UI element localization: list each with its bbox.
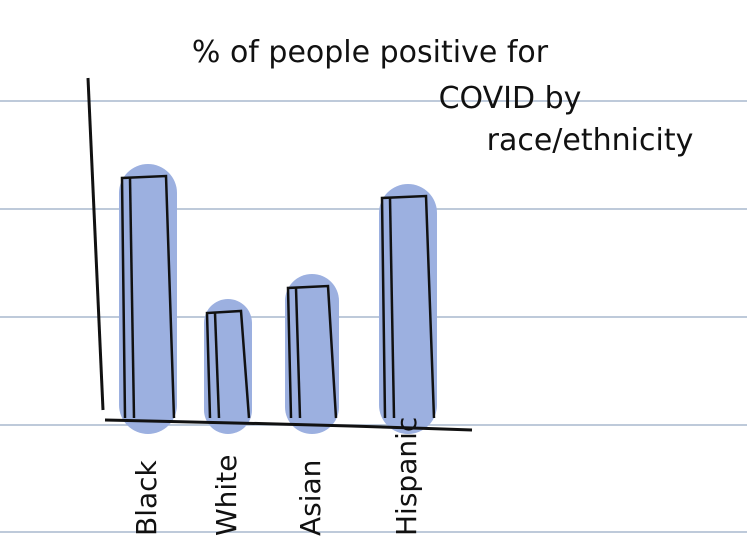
bar-highlight bbox=[379, 184, 437, 434]
bar-inner bbox=[213, 312, 221, 419]
bar bbox=[380, 194, 436, 419]
bar bbox=[286, 284, 338, 419]
x-axis bbox=[104, 418, 473, 432]
bar-inner bbox=[128, 177, 136, 419]
bar-highlight bbox=[119, 164, 177, 434]
x-tick-label: Asian bbox=[294, 460, 327, 536]
bar bbox=[205, 309, 251, 419]
y-axis bbox=[86, 77, 105, 411]
bar bbox=[120, 174, 176, 419]
x-tick-label: Black bbox=[130, 459, 163, 536]
x-tick-label: Hispanic bbox=[390, 417, 423, 536]
x-tick-label: White bbox=[210, 455, 243, 536]
plot bbox=[119, 164, 437, 434]
chart-title: race/ethnicity bbox=[487, 123, 694, 158]
bar-inner bbox=[294, 287, 302, 419]
bar-inner bbox=[388, 197, 396, 419]
chart-title: % of people positive for bbox=[192, 35, 549, 70]
chart-title: COVID by bbox=[439, 81, 582, 116]
